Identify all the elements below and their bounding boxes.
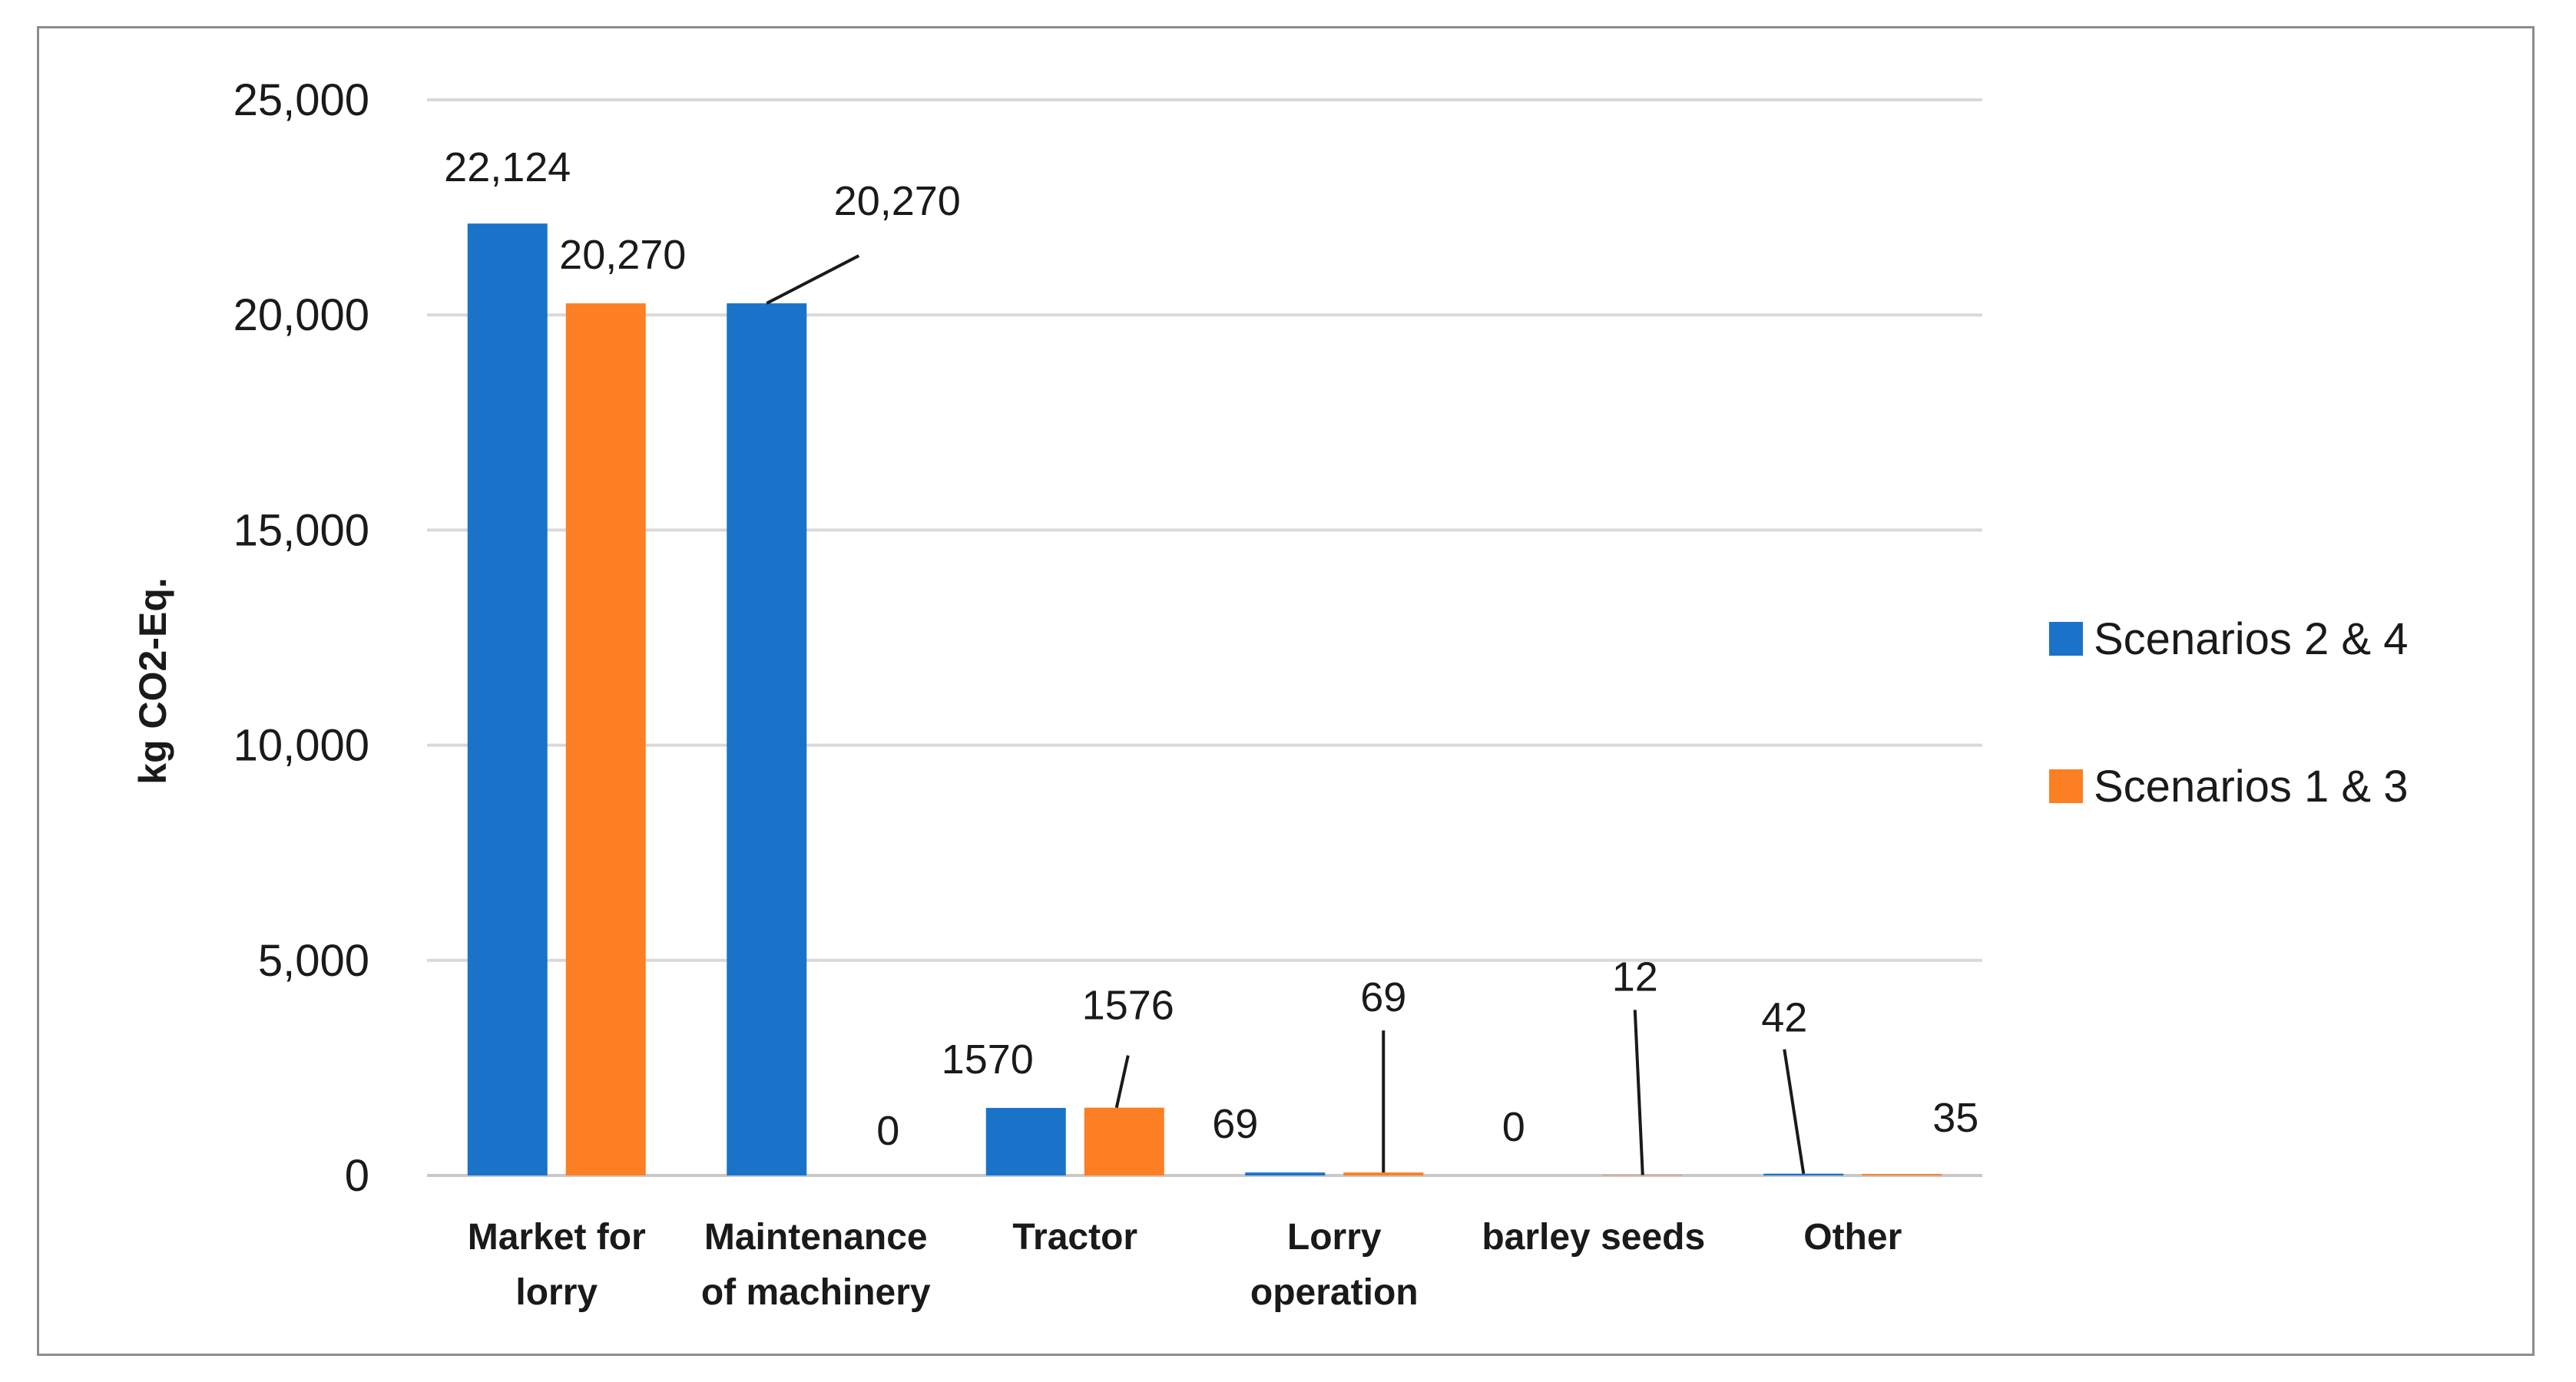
data-label: 22,124	[444, 144, 571, 190]
data-labels: 22,124 20,270 20,270 0 1570 1576 69 69 0 12 42 35	[444, 144, 1978, 1154]
y-tick-label: 5,000	[258, 936, 369, 986]
bar-chart: 0 5,000 10,000 15,000 20,000 25,000 22,124 20,…	[131, 75, 2408, 1313]
x-axis-categories: Market for lorry Maintenance of machinery Tr…	[468, 1217, 1902, 1313]
category-label: operation	[1250, 1272, 1419, 1313]
legend-swatch	[2049, 622, 2083, 656]
category-label: of machinery	[701, 1272, 931, 1313]
data-label: 20,270	[834, 178, 961, 224]
data-label: 0	[876, 1108, 899, 1154]
data-label: 42	[1761, 995, 1807, 1041]
bar-scenarios-2-4	[1245, 1172, 1326, 1175]
leader-line	[1114, 1055, 1130, 1109]
y-tick-label: 0	[345, 1151, 369, 1201]
bar-scenarios-2-4	[1763, 1173, 1844, 1175]
gridlines	[427, 98, 1982, 1177]
category-label: Other	[1803, 1217, 1902, 1258]
y-tick-label: 25,000	[233, 75, 369, 125]
data-label: 35	[1932, 1095, 1978, 1141]
data-label: 20,270	[559, 232, 686, 278]
category-label: barley seeds	[1482, 1217, 1705, 1258]
leader-lines	[766, 254, 1806, 1175]
legend-label: Scenarios 2 & 4	[2094, 614, 2408, 664]
bar-scenarios-1-3	[1343, 1172, 1424, 1175]
data-label: 0	[1502, 1104, 1525, 1150]
bars	[467, 223, 1942, 1175]
data-label: 1570	[942, 1036, 1034, 1083]
chart-frame: 0 5,000 10,000 15,000 20,000 25,000 22,124 20,…	[37, 26, 2535, 1356]
bar-scenarios-2-4	[985, 1108, 1066, 1175]
category-label: Market for	[468, 1217, 646, 1258]
legend: Scenarios 2 & 4 Scenarios 1 & 3	[2049, 614, 2408, 812]
y-tick-label: 20,000	[233, 290, 369, 340]
category-label: Tractor	[1012, 1217, 1137, 1258]
category-label: lorry	[515, 1272, 598, 1313]
category-label: Maintenance	[704, 1217, 928, 1258]
bar-scenarios-2-4	[467, 223, 548, 1175]
legend-swatch	[2049, 769, 2083, 803]
data-label: 12	[1612, 954, 1658, 1000]
bar-scenarios-1-3	[565, 303, 646, 1175]
bar-scenarios-1-3	[1084, 1107, 1164, 1175]
data-label: 69	[1212, 1101, 1258, 1147]
leader-line	[1783, 1049, 1806, 1174]
legend-label: Scenarios 1 & 3	[2094, 762, 2408, 812]
leader-line	[766, 254, 860, 305]
data-label: 69	[1360, 974, 1406, 1020]
y-axis-title: kg CO2-Eq.	[131, 577, 174, 784]
y-tick-label: 15,000	[233, 505, 369, 555]
category-label: Lorry	[1287, 1217, 1382, 1258]
bar-scenarios-2-4	[727, 303, 807, 1175]
y-axis-ticks: 0 5,000 10,000 15,000 20,000 25,000	[233, 75, 369, 1201]
data-label: 1576	[1082, 983, 1174, 1029]
leader-line	[1633, 1010, 1644, 1175]
y-tick-label: 10,000	[233, 721, 369, 771]
bar-scenarios-1-3	[1862, 1174, 1942, 1175]
